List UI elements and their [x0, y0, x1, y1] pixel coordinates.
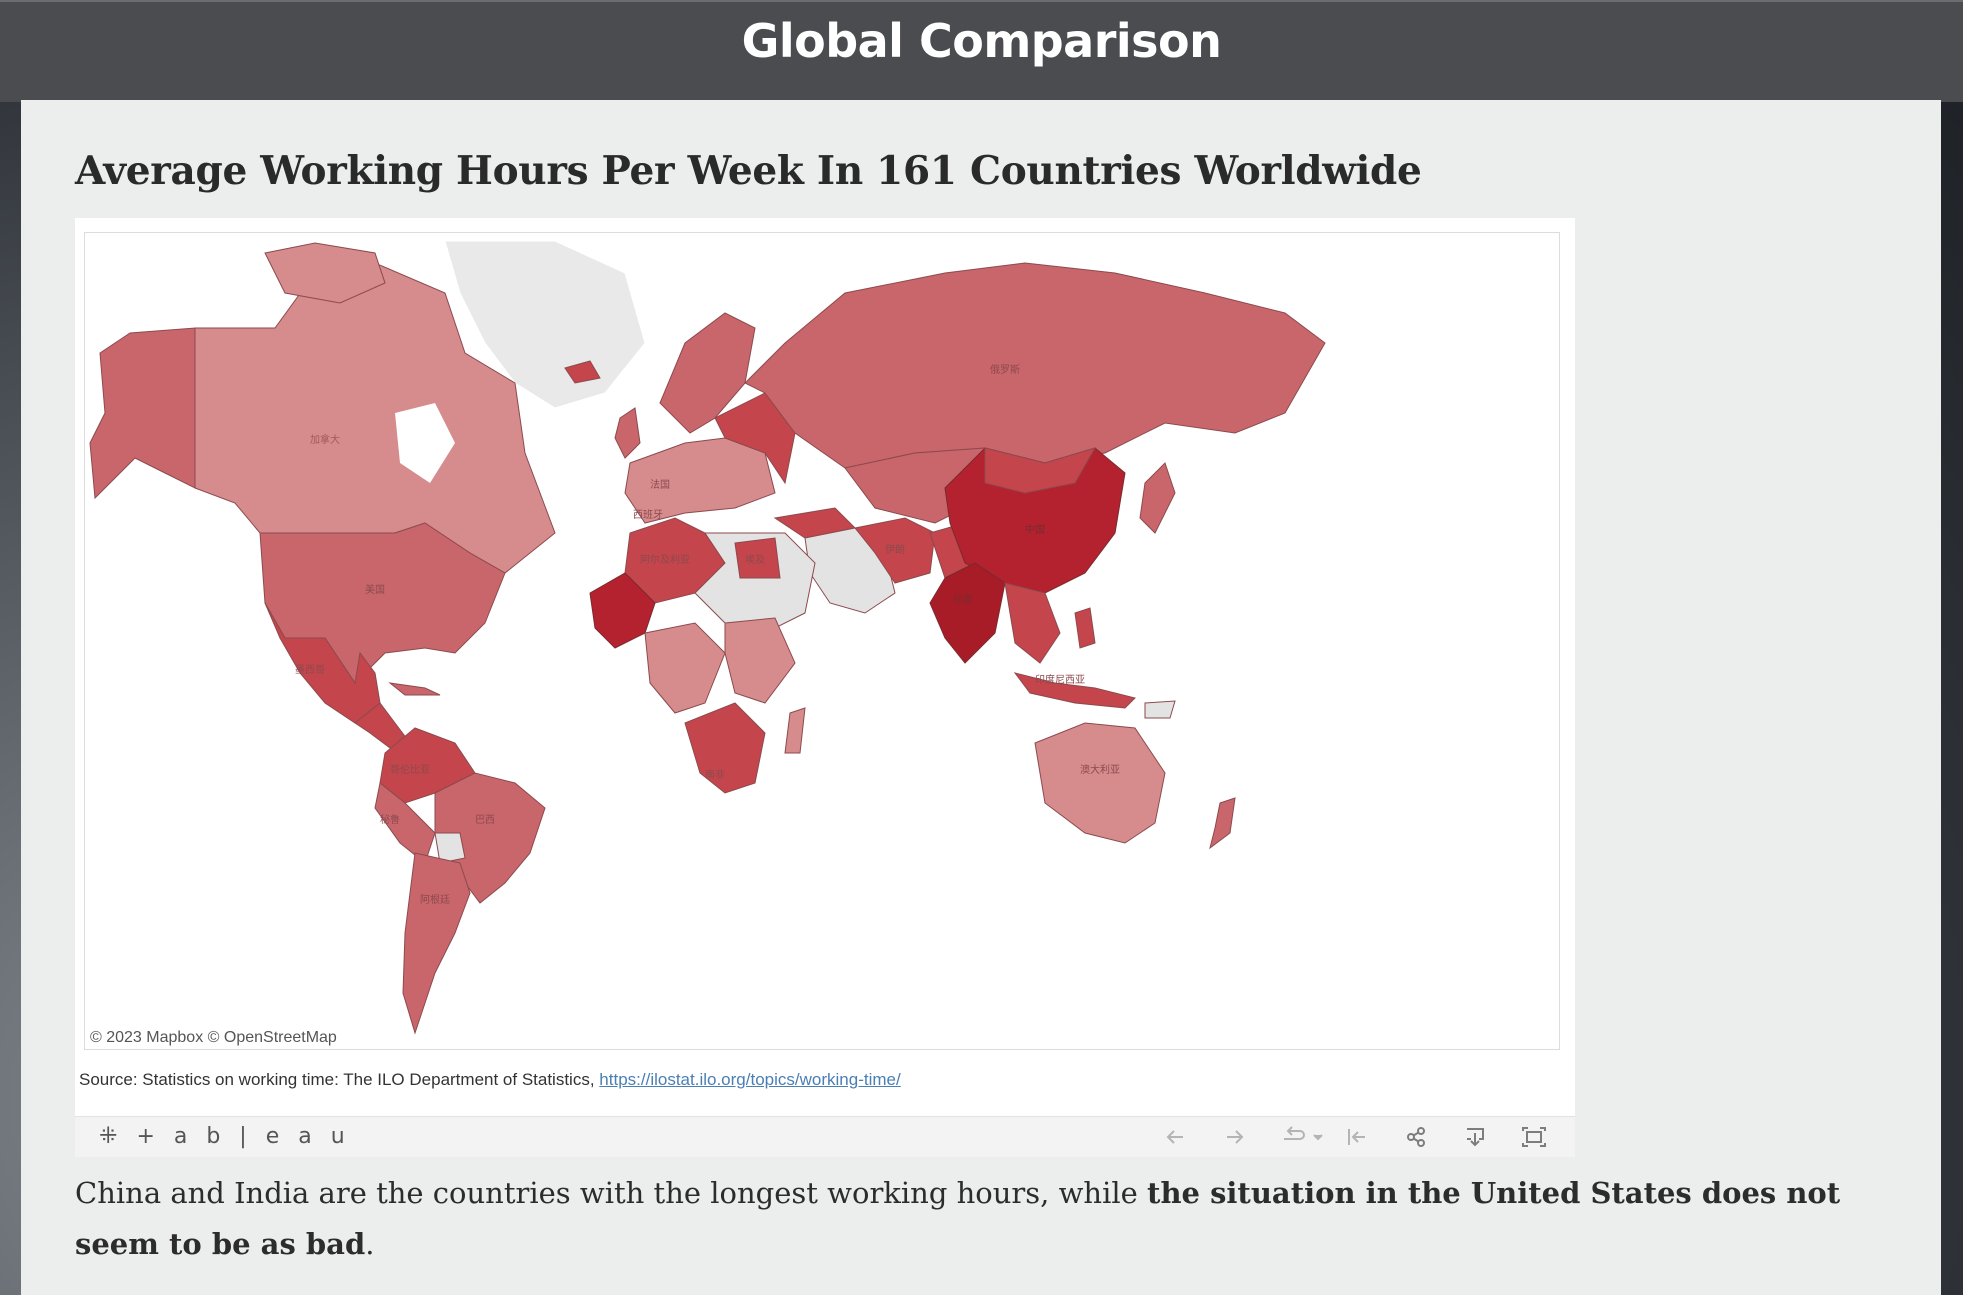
map-label-canada: 加拿大: [310, 433, 340, 446]
reset-button[interactable]: [1342, 1123, 1372, 1151]
caption-bold-text: the situation in the United States does …: [75, 1176, 1841, 1261]
egypt-shape[interactable]: [734, 537, 781, 579]
map-label-south-africa: 南非: [705, 768, 725, 781]
central-africa-shape[interactable]: [644, 622, 726, 714]
map-label-algeria: 阿尔及利亚: [640, 553, 690, 566]
article-caption: China and India are the countries with t…: [75, 1168, 1875, 1270]
map-label-peru: 秘鲁: [380, 813, 400, 826]
revert-dropdown-button[interactable]: [1310, 1123, 1326, 1151]
scandinavia-shape[interactable]: [659, 312, 756, 434]
australia-shape[interactable]: [1034, 722, 1166, 844]
western-europe-shape[interactable]: [624, 437, 776, 524]
philippines-shape[interactable]: [1074, 607, 1096, 649]
southeast-asia-shape[interactable]: [1004, 582, 1061, 664]
map-label-iran: 伊朗: [885, 544, 905, 556]
revert-button[interactable]: [1279, 1123, 1309, 1151]
tableau-logo-text: + a b | e a u: [136, 1124, 351, 1149]
map-label-indonesia: 印度尼西亚: [1035, 673, 1085, 686]
map-label-colombia: 哥伦比亚: [390, 763, 430, 776]
tableau-logo-mark-icon: ⁜: [99, 1124, 124, 1149]
tableau-toolbar: ⁜ + a b | e a u: [75, 1116, 1575, 1157]
caribbean-shape[interactable]: [388, 682, 441, 696]
new-zealand-shape[interactable]: [1209, 797, 1236, 850]
share-icon: [1407, 1127, 1425, 1147]
tableau-viz: 加拿大 美国 墨西哥 哥伦比亚 秘鲁 巴西 阿根廷 俄罗斯 中国 印度 伊朗 阿…: [75, 218, 1575, 1157]
undo-icon: [1166, 1130, 1183, 1144]
top-bar: Global Comparison: [0, 0, 1963, 102]
madagascar-shape[interactable]: [784, 707, 806, 754]
fullscreen-button[interactable]: [1519, 1123, 1549, 1151]
arctic-islands-shape[interactable]: [264, 242, 386, 304]
map-attribution: © 2023 Mapbox © OpenStreetMap: [90, 1029, 337, 1046]
source-link[interactable]: https://ilostat.ilo.org/topics/working-t…: [599, 1070, 901, 1089]
map-label-india: 印度: [953, 593, 973, 606]
southern-africa-shape[interactable]: [684, 702, 766, 794]
east-africa-shape[interactable]: [724, 617, 796, 704]
map-label-australia: 澳大利亚: [1080, 763, 1120, 776]
iceland-shape[interactable]: [564, 360, 601, 384]
bolivia-shape[interactable]: [434, 832, 466, 864]
japan-shape[interactable]: [1139, 462, 1176, 534]
tableau-logo[interactable]: ⁜ + a b | e a u: [99, 1124, 351, 1149]
greenland-shape[interactable]: [444, 240, 646, 409]
world-map[interactable]: 加拿大 美国 墨西哥 哥伦比亚 秘鲁 巴西 阿根廷 俄罗斯 中国 印度 伊朗 阿…: [84, 232, 1560, 1050]
mongolia-shape[interactable]: [984, 447, 1097, 494]
map-label-mexico: 墨西哥: [295, 664, 325, 676]
hudson-bay: [395, 403, 455, 483]
map-svg[interactable]: 加拿大 美国 墨西哥 哥伦比亚 秘鲁 巴西 阿根廷 俄罗斯 中国 印度 伊朗 阿…: [85, 233, 1559, 1049]
revert-icon: [1284, 1126, 1305, 1140]
redo-icon: [1227, 1130, 1244, 1144]
alaska-shape[interactable]: [89, 327, 196, 500]
uk-shape[interactable]: [614, 407, 641, 459]
redo-button[interactable]: [1220, 1123, 1250, 1151]
indonesia-shape[interactable]: [1013, 672, 1136, 709]
map-label-russia: 俄罗斯: [990, 363, 1020, 376]
map-label-france: 法国: [650, 478, 670, 491]
share-button[interactable]: [1401, 1123, 1431, 1151]
map-label-china: 中国: [1025, 523, 1045, 536]
undo-button[interactable]: [1160, 1123, 1190, 1151]
argentina-shape[interactable]: [402, 852, 471, 1035]
mexico-shape[interactable]: [264, 602, 381, 724]
map-label-brazil: 巴西: [475, 814, 495, 826]
download-icon: [1467, 1128, 1484, 1147]
map-label-egypt: 埃及: [745, 553, 765, 566]
article-heading: Average Working Hours Per Week In 161 Co…: [75, 148, 1422, 194]
caption-end: .: [365, 1227, 375, 1261]
page-title: Global Comparison: [741, 14, 1222, 68]
map-label-argentina: 阿根廷: [420, 893, 450, 906]
iran-shape[interactable]: [854, 517, 936, 584]
map-label-usa: 美国: [365, 583, 385, 596]
map-label-spain: 西班牙: [633, 509, 663, 521]
fullscreen-icon: [1522, 1127, 1546, 1147]
caption-text: China and India are the countries with t…: [75, 1176, 1148, 1210]
revert-dropdown-icon: [1313, 1134, 1323, 1141]
russia-shape[interactable]: [744, 262, 1326, 469]
source-text: Source: Statistics on working time: The …: [79, 1070, 600, 1089]
india-shape[interactable]: [929, 562, 1006, 664]
source-note: Source: Statistics on working time: The …: [79, 1070, 901, 1090]
download-button[interactable]: [1460, 1123, 1490, 1151]
png-shape[interactable]: [1144, 700, 1176, 719]
reset-icon: [1348, 1129, 1365, 1145]
